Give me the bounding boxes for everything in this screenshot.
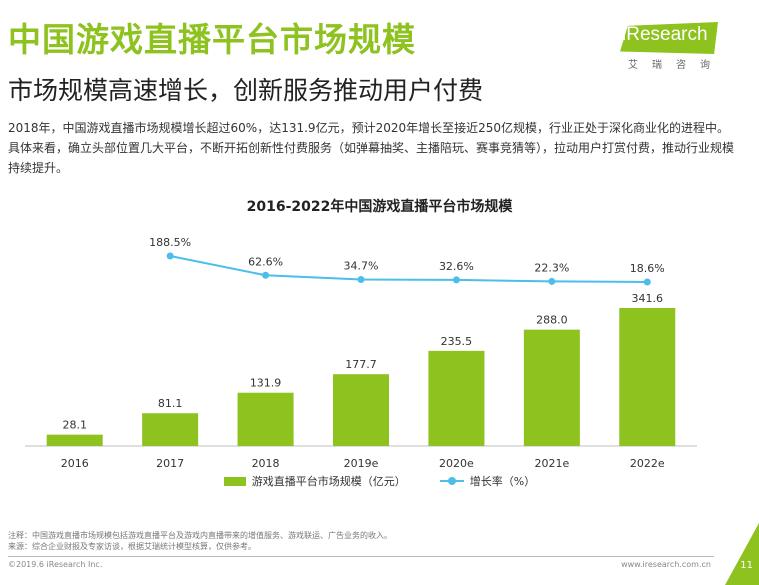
growth-point-2019e <box>357 276 365 284</box>
x-tick-label-2016: 2016 <box>61 457 89 470</box>
logo-subtitle: 艾瑞咨询 <box>628 60 724 71</box>
legend-item-growth-rate: 增长率（%） <box>439 473 536 489</box>
legend-item-market-size: 游戏直播平台市场规模（亿元） <box>223 473 406 489</box>
growth-point-2021e <box>548 277 556 285</box>
growth-label-2019e: 34.7% <box>344 260 379 273</box>
legend-label-market-size: 游戏直播平台市场规模（亿元） <box>251 475 406 488</box>
bar-2017 <box>142 413 199 446</box>
x-tick-label-2018: 2018 <box>252 457 280 470</box>
growth-label-2021e: 22.3% <box>534 261 569 274</box>
chart-title: 2016-2022年中国游戏直播平台市场规模 <box>246 199 513 215</box>
growth-label-2018: 62.6% <box>248 255 283 268</box>
market-size-chart: 28.1 2016 81.1 2017 131.9 2018 177.7 2019e 235.5… <box>25 236 697 470</box>
growth-point-2022e <box>643 278 651 286</box>
corner-accent <box>725 523 759 585</box>
growth-point-2018 <box>262 271 270 279</box>
x-tick-label-2022e: 2022e <box>630 457 665 470</box>
x-tick-label-2020e: 2020e <box>439 457 474 470</box>
bar-label-2016: 28.1 <box>62 419 87 432</box>
page-number: 11 <box>740 560 753 571</box>
chart-legend: 游戏直播平台市场规模（亿元） 增长率（%） <box>0 472 759 490</box>
logo-text: iResearch <box>622 24 708 45</box>
copyright-text: ©2019.6 iResearch Inc. <box>8 560 103 569</box>
legend-label-growth-rate: 增长率（%） <box>469 475 536 488</box>
growth-point-2017 <box>166 252 174 260</box>
bar-label-2022e: 341.6 <box>632 292 664 305</box>
legend-line-marker <box>439 476 464 486</box>
growth-point-2020e <box>452 276 460 284</box>
growth-label-2017: 188.5% <box>149 236 191 249</box>
bar-label-2021e: 288.0 <box>536 314 568 327</box>
note-annotation: 注释：中国游戏直播市场规模包括游戏直播平台及游戏内直播带来的增值服务、游戏联运、… <box>8 531 392 540</box>
page-title: 中国游戏直播平台市场规模 <box>8 20 416 59</box>
source-notes: 注释：中国游戏直播市场规模包括游戏直播平台及游戏内直播带来的增值服务、游戏联运、… <box>8 530 392 552</box>
page-subtitle: 市场规模高速增长，创新服务推动用户付费 <box>8 76 484 105</box>
intro-paragraph: 2018年，中国游戏直播市场规模增长超过60%，达131.9亿元，预计2020年… <box>8 121 735 175</box>
x-tick-label-2021e: 2021e <box>534 457 569 470</box>
bar-2019e <box>333 374 389 446</box>
bar-label-2019e: 177.7 <box>345 358 377 371</box>
x-tick-label-2017: 2017 <box>156 457 184 470</box>
bar-label-2017: 81.1 <box>158 397 183 410</box>
logo-tab <box>620 22 718 54</box>
growth-label-2022e: 18.6% <box>630 262 665 275</box>
footer-divider <box>8 556 714 557</box>
bar-2022e <box>619 308 676 446</box>
bar-2021e <box>523 329 580 446</box>
x-tick-label-2019e: 2019e <box>344 457 379 470</box>
iresearch-logo: iResearch 艾瑞咨询 <box>612 18 724 74</box>
bar-label-2020e: 235.5 <box>441 335 473 348</box>
bar-2018 <box>237 392 294 446</box>
bar-label-2018: 131.9 <box>250 377 282 390</box>
note-source: 来源：综合企业财报及专家访谈，根据艾瑞统计模型核算，仅供参考。 <box>8 542 256 551</box>
website-text: www.iresearch.com.cn <box>621 560 711 569</box>
legend-bar-swatch <box>223 476 246 486</box>
bar-2020e <box>428 350 485 446</box>
growth-rate-line <box>169 255 648 283</box>
growth-label-2020e: 32.6% <box>439 260 474 273</box>
bar-2016 <box>46 434 103 446</box>
